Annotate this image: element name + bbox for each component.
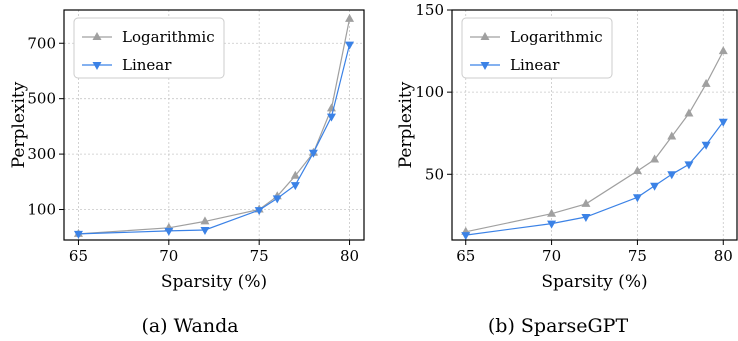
- legend-box: [73, 17, 225, 79]
- data-point-logarithmic: [581, 198, 591, 207]
- data-point-logarithmic: [345, 13, 355, 22]
- data-point-linear: [650, 182, 660, 191]
- data-point-logarithmic: [547, 208, 557, 217]
- y-axis-label: Perplexity: [9, 81, 29, 168]
- x-tick-label: 80: [714, 247, 733, 265]
- data-point-linear: [701, 141, 711, 150]
- data-point-logarithmic: [718, 46, 728, 55]
- x-tick-label: 70: [542, 247, 561, 265]
- legend-label: Logarithmic: [510, 28, 603, 46]
- legend-box: [461, 17, 613, 79]
- data-point-logarithmic: [290, 170, 300, 179]
- legend-marker: [480, 32, 490, 40]
- data-point-logarithmic: [632, 166, 642, 174]
- figure-caption: (a) Wanda: [141, 315, 238, 337]
- y-tick-label: 100: [27, 201, 56, 219]
- data-point-linear: [667, 171, 677, 180]
- legend-marker: [92, 62, 102, 70]
- data-point-linear: [632, 194, 642, 203]
- data-point-logarithmic: [650, 154, 660, 163]
- data-point-linear: [461, 232, 471, 241]
- legend-marker: [480, 62, 490, 70]
- x-tick-label: 80: [340, 247, 359, 265]
- y-tick-label: 300: [27, 145, 56, 163]
- x-tick-label: 75: [628, 247, 647, 265]
- data-point-linear: [308, 149, 318, 158]
- data-point-logarithmic: [667, 131, 677, 140]
- data-point-logarithmic: [701, 78, 711, 87]
- data-point-logarithmic: [200, 216, 210, 225]
- panel-wanda: 65 70 75 80 100 300 500 700 Sparsity (%) Perplexi…: [9, 9, 365, 337]
- data-point-linear: [581, 214, 591, 222]
- data-point-linear: [547, 220, 557, 229]
- data-point-linear: [164, 227, 174, 236]
- data-point-linear: [272, 195, 282, 204]
- data-point-linear: [290, 182, 300, 191]
- x-tick-label: 75: [250, 247, 269, 265]
- series-line-linear: [465, 121, 724, 236]
- y-axis-label: Perplexity: [396, 81, 416, 168]
- y-tick-label: 100: [415, 83, 444, 101]
- data-point-linear: [345, 41, 355, 50]
- x-tick-label: 70: [159, 247, 178, 265]
- data-point-linear: [718, 118, 728, 127]
- panel-sparsegpt: 65 70 75 80 50 100 150 Sparsity (%) Perplexity Lo…: [396, 1, 738, 337]
- legend-label: Linear: [122, 56, 172, 74]
- y-tick-label: 150: [415, 1, 444, 19]
- x-axis-label: Sparsity (%): [161, 272, 267, 292]
- figure-caption: (b) SparseGPT: [488, 315, 629, 337]
- data-point-linear: [200, 227, 210, 236]
- y-tick-label: 500: [27, 90, 56, 108]
- data-point-linear: [326, 113, 336, 122]
- data-point-linear: [73, 230, 83, 239]
- data-point-linear: [684, 161, 694, 170]
- plot-frame: [451, 9, 738, 241]
- legend-marker: [92, 32, 102, 40]
- data-point-linear: [254, 207, 264, 216]
- x-tick-label: 65: [69, 247, 88, 265]
- plot-frame: [63, 9, 365, 241]
- legend-label: Linear: [510, 56, 560, 74]
- y-tick-label: 700: [27, 34, 56, 52]
- x-tick-label: 65: [456, 247, 475, 265]
- x-axis-label: Sparsity (%): [541, 272, 647, 292]
- y-tick-label: 50: [425, 165, 444, 183]
- data-point-logarithmic: [684, 108, 694, 117]
- legend-label: Logarithmic: [122, 28, 215, 46]
